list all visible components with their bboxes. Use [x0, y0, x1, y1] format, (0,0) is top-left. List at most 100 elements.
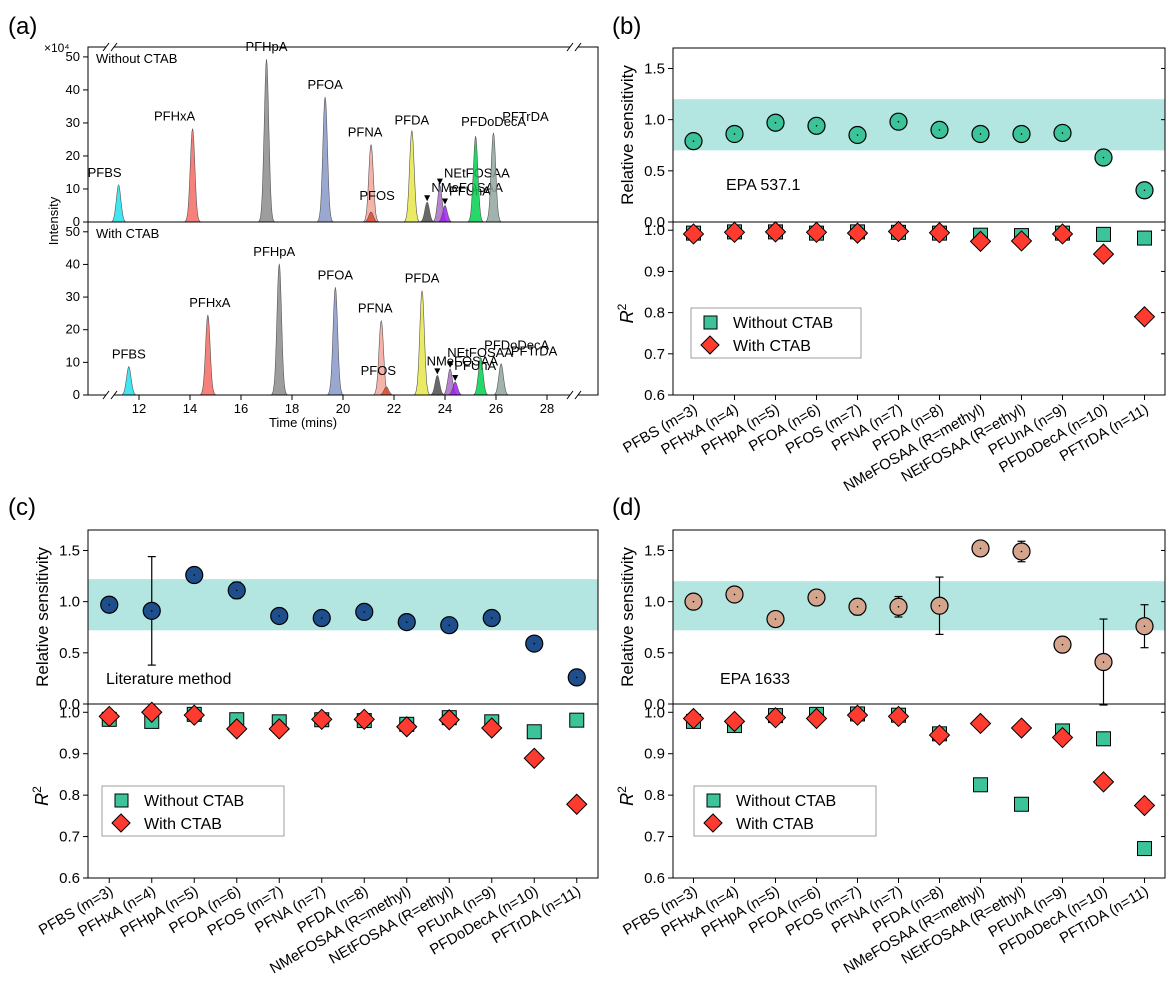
- rs-point-center: [856, 134, 859, 136]
- panel-a-exponent: ×10⁴: [44, 41, 70, 55]
- y-tick-label: 50: [66, 49, 80, 64]
- legend-box: [101, 785, 285, 837]
- rs-point-center: [1143, 189, 1146, 192]
- y-tick-label: 0.6: [644, 387, 665, 404]
- peak-arrowhead: [452, 374, 459, 381]
- x-tick-label: 20: [336, 401, 350, 416]
- rs-point-center: [692, 600, 695, 603]
- rs-axis-label: Relative sensitivity: [618, 65, 637, 205]
- rs-point-center: [938, 604, 941, 607]
- r2-with-point: [1133, 794, 1156, 817]
- x-tick-label: 18: [285, 401, 299, 416]
- rs-point-center: [815, 124, 818, 127]
- r2-without-point: [1096, 731, 1111, 747]
- y-tick-label: 30: [66, 115, 80, 130]
- y-tick-label: 10: [66, 181, 80, 196]
- r2-with-point: [1051, 726, 1074, 749]
- y-tick-label: 0.8: [644, 305, 665, 322]
- y-tick-label: 0.0: [644, 696, 665, 713]
- peak-arrowhead: [424, 195, 431, 202]
- legend-box: [693, 785, 877, 837]
- y-tick-label: 0.9: [644, 746, 665, 763]
- y-tick-label: 1.0: [59, 594, 80, 611]
- r2-axis-label: R2: [615, 786, 637, 806]
- y-tick-label: 0.8: [644, 787, 665, 804]
- peak-pftrda: [484, 132, 503, 223]
- y-tick-label: 1.0: [644, 704, 665, 721]
- r2-label-main: R: [617, 793, 637, 806]
- rs-point-center: [405, 621, 408, 623]
- y-tick-label: 0.9: [59, 746, 80, 763]
- r2-with-point: [1010, 230, 1033, 252]
- y-tick-label: 0.0: [644, 214, 665, 231]
- trace-with-ctab: PFBSPFHxAPFHpAPFOAPFNAPFOSPFDANMeFOSAANE…: [88, 226, 598, 396]
- peak-label: NEtFOSAA: [447, 345, 513, 360]
- panel-c-letter: (c): [8, 494, 36, 521]
- peak-pfoa: [326, 287, 345, 396]
- legend-without-marker: [114, 793, 129, 808]
- r2-label-sup: 2: [30, 786, 44, 793]
- r2-with-point: [887, 705, 910, 728]
- legend-without-label: Without CTAB: [733, 315, 833, 332]
- legend-without-marker: [706, 793, 721, 808]
- peak-label: PFOS: [359, 188, 395, 203]
- trace-name: With CTAB: [96, 226, 159, 241]
- y-tick-label: 0.6: [644, 870, 665, 887]
- axis-break-mark: [566, 42, 574, 52]
- peak-arrowhead: [434, 368, 441, 375]
- rs-point-center: [774, 618, 777, 620]
- peak-pfna: [361, 144, 381, 223]
- peak-nmefosaa: [428, 374, 447, 396]
- rs-point-center: [193, 574, 196, 576]
- r2-with-point: [969, 230, 992, 253]
- peak-arrowhead: [442, 198, 448, 205]
- rs-point-center: [774, 121, 777, 124]
- y-tick-label: 0.8: [59, 787, 80, 804]
- peak-arrowhead: [447, 361, 454, 368]
- legend-with-marker: [703, 813, 723, 833]
- y-tick-label: 10: [66, 354, 80, 369]
- rs-point-center: [979, 547, 982, 550]
- peak-label: PFBS: [112, 347, 146, 362]
- peak-label: PFHxA: [154, 109, 196, 124]
- y-tick-label: 1.0: [644, 112, 665, 129]
- y-tick-label: 0.7: [644, 346, 665, 363]
- peak-pfna: [372, 320, 391, 396]
- peak-label: PFBS: [88, 165, 122, 180]
- r2-without-point: [1096, 226, 1111, 242]
- y-tick-label: 1.5: [644, 542, 665, 559]
- peak-label: PFHxA: [189, 295, 231, 310]
- peak-pfhxa: [183, 128, 202, 223]
- legend-with-label: With CTAB: [733, 338, 811, 355]
- axis-break-mark: [102, 390, 110, 400]
- peak-label: PFTrDA: [502, 109, 549, 124]
- y-tick-label: 1.5: [644, 60, 665, 77]
- trace-name: Without CTAB: [96, 51, 177, 66]
- peak-pfdodeca: [471, 356, 490, 396]
- r2-with-point: [353, 708, 375, 731]
- r2-with-point: [764, 706, 787, 729]
- peak-label: PFOA: [318, 267, 354, 282]
- axis-break-mark: [574, 42, 582, 52]
- panel-d-letter: (d): [612, 494, 641, 521]
- x-tick-label: 12: [132, 401, 146, 416]
- peak-pfoa: [315, 96, 335, 223]
- r2-with-point: [887, 220, 910, 243]
- peak-label: PFUnA: [454, 358, 496, 373]
- legend-without-label: Without CTAB: [736, 793, 836, 810]
- peak-nmefosaa: [418, 201, 437, 223]
- y-tick-label: 20: [66, 322, 80, 337]
- r2-with-point: [928, 724, 951, 746]
- axis-break-gap: [106, 391, 114, 399]
- r2-with-point: [969, 712, 992, 735]
- r2-with-point: [805, 221, 828, 244]
- x-tick-label: 14: [183, 401, 197, 416]
- panel-a-letter: (a): [8, 13, 37, 40]
- rs-point-center: [490, 617, 493, 619]
- peak-pfbs: [119, 366, 138, 396]
- y-tick-label: 40: [66, 256, 80, 271]
- legend-with-marker: [700, 335, 720, 355]
- r2-without-point: [973, 777, 988, 793]
- rs-point-center: [235, 589, 238, 592]
